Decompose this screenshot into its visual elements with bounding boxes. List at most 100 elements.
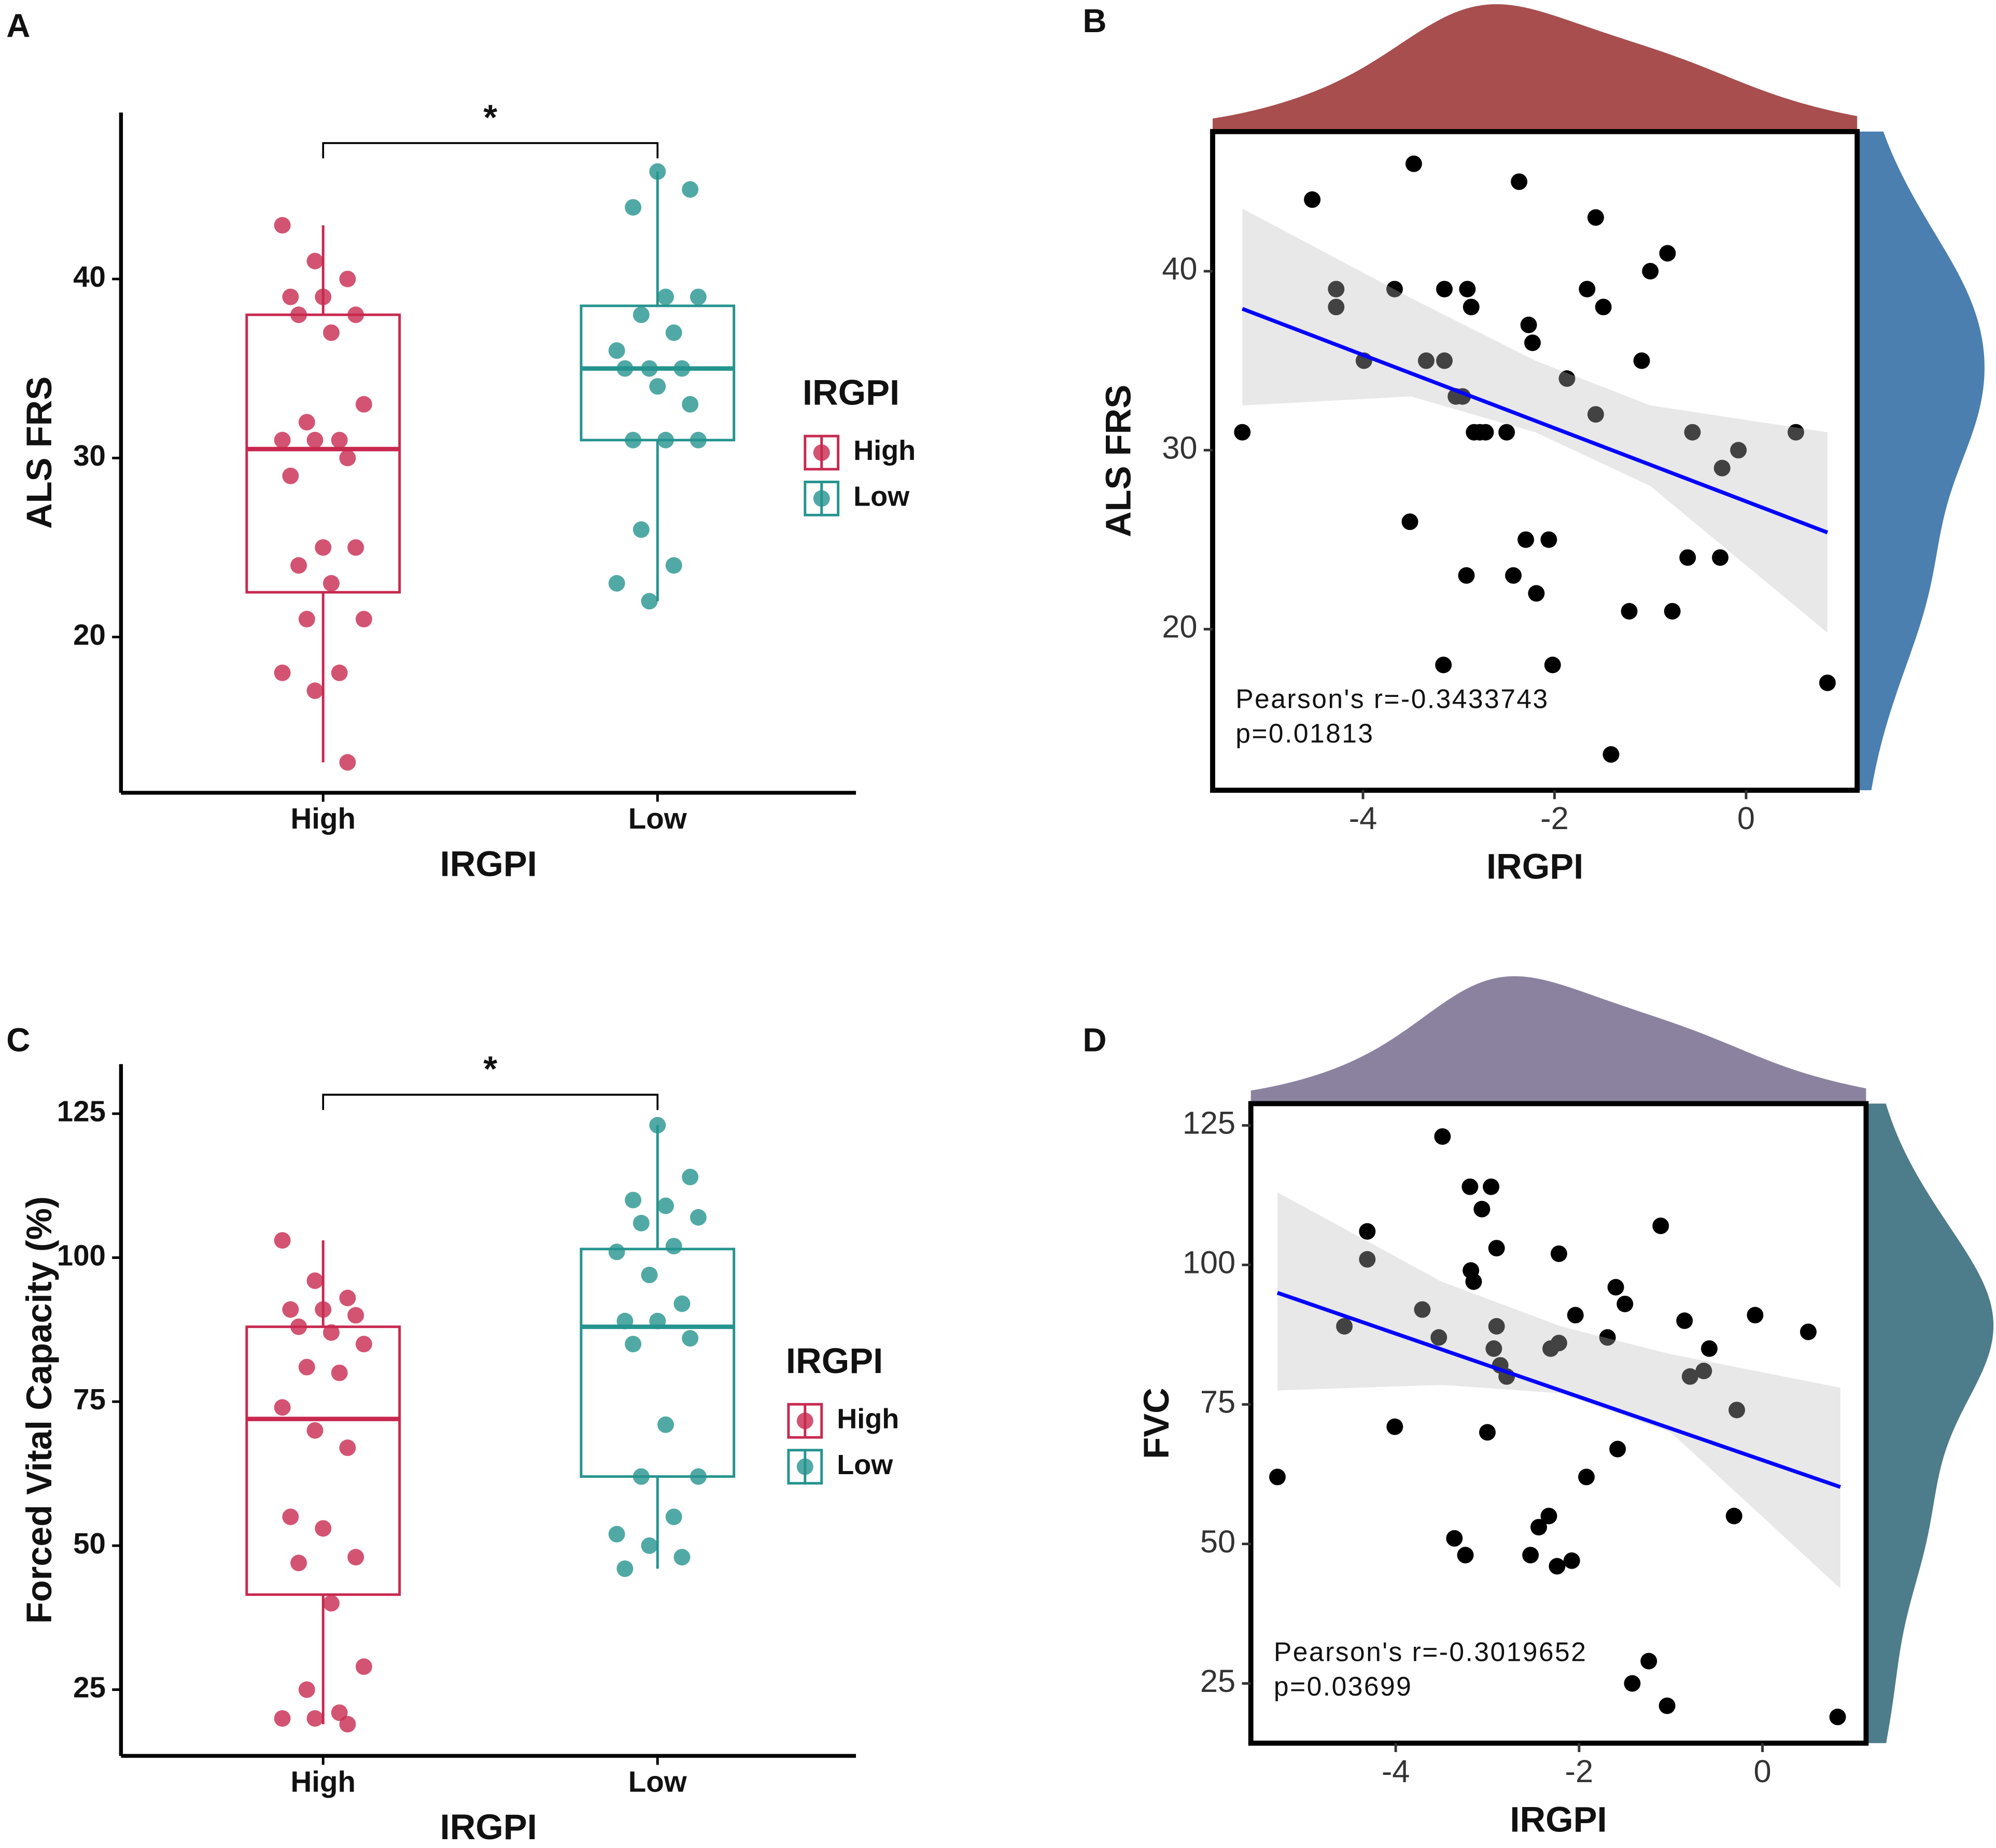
data-point (298, 414, 315, 431)
data-point (1587, 406, 1604, 423)
data-point (632, 1468, 650, 1485)
data-point (657, 288, 674, 305)
data-point (339, 1290, 356, 1307)
significance-bracket (322, 1094, 659, 1110)
data-point (1401, 513, 1418, 530)
data-point (1436, 281, 1453, 298)
legend-key-dot (796, 1458, 813, 1475)
y-tick-label: 40 (1162, 251, 1197, 287)
data-point (347, 1549, 364, 1566)
data-point (665, 1238, 682, 1255)
data-point (673, 360, 691, 377)
data-point (347, 1307, 364, 1324)
data-point (1414, 1301, 1431, 1318)
data-point (616, 1312, 634, 1329)
data-point (625, 1336, 642, 1353)
y-axis-title: Forced Vital Capacity (%) (19, 1196, 59, 1623)
data-point (339, 754, 356, 771)
data-point (355, 611, 372, 628)
data-point (1417, 352, 1435, 369)
data-point (1609, 1440, 1626, 1458)
data-point (1549, 1558, 1566, 1575)
annotation: p=0.01813 (1235, 718, 1374, 748)
data-point (649, 163, 666, 180)
data-point (1540, 1507, 1557, 1524)
data-point (1712, 549, 1729, 566)
data-point (282, 288, 299, 305)
data-point (1587, 209, 1604, 226)
data-point (1567, 1307, 1584, 1324)
data-point (1517, 531, 1535, 548)
data-point (1359, 1251, 1376, 1268)
data-point (1788, 424, 1804, 441)
x-axis-title: IRGPI (1486, 847, 1583, 887)
data-point (682, 1169, 699, 1185)
data-point (1328, 281, 1345, 298)
data-point (274, 431, 291, 449)
data-point (1485, 1340, 1502, 1357)
data-point (1434, 1128, 1451, 1145)
data-point (282, 467, 299, 484)
data-point (298, 1681, 315, 1698)
data-point (1359, 1223, 1376, 1240)
data-point (1642, 263, 1659, 279)
data-point (1679, 549, 1696, 566)
data-point (1563, 1552, 1580, 1569)
data-point (1477, 424, 1494, 441)
data-point (682, 396, 699, 413)
data-point (306, 253, 324, 270)
data-point (1544, 656, 1561, 674)
y-tick-label: 100 (1183, 1245, 1235, 1281)
data-point (315, 288, 332, 305)
fit-line (1276, 1291, 1842, 1489)
y-tick-label: 50 (73, 1527, 106, 1560)
data-point (1457, 1547, 1474, 1564)
x-tick-label: -4 (1349, 801, 1377, 836)
legend-label: Low (837, 1449, 893, 1480)
data-point (673, 1549, 691, 1566)
panel-label: C (6, 1021, 30, 1058)
data-point (657, 431, 674, 449)
data-point (641, 593, 658, 610)
data-point (315, 539, 332, 556)
data-point (331, 664, 348, 681)
data-point (1624, 1675, 1641, 1692)
data-point (1386, 1418, 1403, 1435)
data-point (323, 1324, 340, 1341)
y-tick-label: 75 (73, 1383, 106, 1416)
y-tick-label: 25 (1200, 1663, 1235, 1699)
data-point (1488, 1240, 1505, 1257)
data-point (1579, 281, 1596, 298)
data-point (1430, 1329, 1447, 1346)
panel-label: B (1083, 2, 1106, 39)
y-tick-label: 25 (73, 1671, 106, 1704)
significance-label: * (483, 1049, 497, 1089)
data-point (306, 431, 324, 449)
data-point (339, 1439, 356, 1457)
data-point (347, 306, 364, 324)
data-point (608, 342, 625, 359)
data-point (274, 1399, 291, 1416)
data-point (625, 431, 642, 449)
box (245, 1325, 401, 1596)
data-point (339, 1716, 356, 1733)
data-point (315, 1301, 332, 1318)
x-tick-label: 0 (1753, 1754, 1771, 1789)
x-tick-label: Low (628, 1765, 687, 1798)
data-point (306, 1422, 324, 1439)
annotation: p=0.03699 (1274, 1671, 1412, 1701)
data-point (323, 575, 340, 592)
data-point (1747, 1307, 1764, 1324)
plot-frame-bg (1250, 1103, 1866, 1743)
data-point (657, 1416, 674, 1433)
box (580, 304, 736, 442)
data-point (1488, 1318, 1505, 1335)
plot-frame (1248, 1101, 1869, 1746)
data-point (355, 1336, 372, 1353)
data-point (1511, 173, 1528, 190)
x-tick-label: High (290, 802, 356, 835)
data-point (1695, 1362, 1712, 1379)
data-point (682, 1330, 699, 1347)
